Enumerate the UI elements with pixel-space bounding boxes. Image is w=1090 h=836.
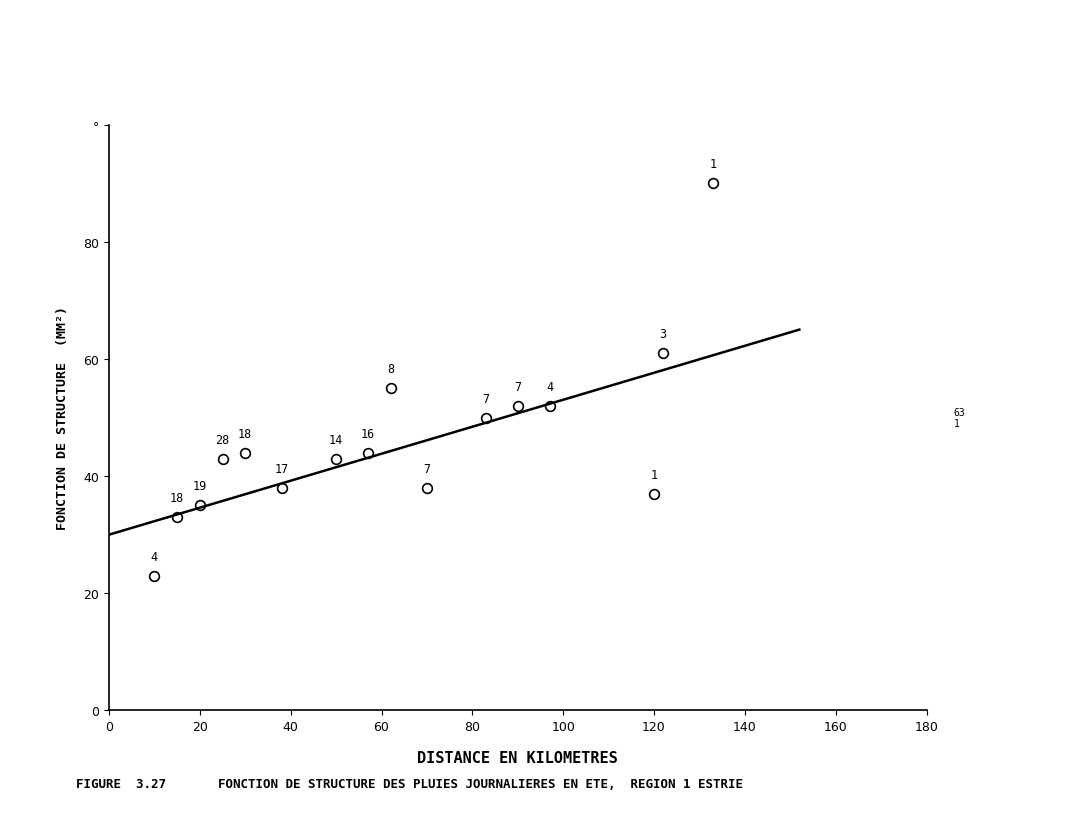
Text: 28: 28 <box>216 433 230 446</box>
Text: 63
1: 63 1 <box>954 407 966 429</box>
Text: 7: 7 <box>423 462 431 476</box>
X-axis label: DISTANCE EN KILOMETRES: DISTANCE EN KILOMETRES <box>417 750 618 765</box>
Text: 1: 1 <box>710 158 716 171</box>
Text: 7: 7 <box>483 392 489 405</box>
Text: 18: 18 <box>170 492 184 505</box>
Text: FONCTION DE STRUCTURE DES PLUIES JOURNALIERES EN ETE,  REGION 1 ESTRIE: FONCTION DE STRUCTURE DES PLUIES JOURNAL… <box>218 777 743 790</box>
Text: 17: 17 <box>275 462 289 476</box>
Text: 1: 1 <box>651 468 657 482</box>
Text: 16: 16 <box>361 427 375 441</box>
Y-axis label: FONCTION DE STRUCTURE  (MM²): FONCTION DE STRUCTURE (MM²) <box>57 306 70 530</box>
Text: 8: 8 <box>387 363 395 376</box>
Text: 19: 19 <box>193 480 207 493</box>
Text: FIGURE  3.27: FIGURE 3.27 <box>76 777 167 790</box>
Text: 3: 3 <box>659 328 667 341</box>
Text: 4: 4 <box>546 380 553 394</box>
Text: 7: 7 <box>514 380 521 394</box>
Text: 14: 14 <box>329 433 343 446</box>
Text: 18: 18 <box>238 427 253 441</box>
Text: 4: 4 <box>150 550 158 563</box>
